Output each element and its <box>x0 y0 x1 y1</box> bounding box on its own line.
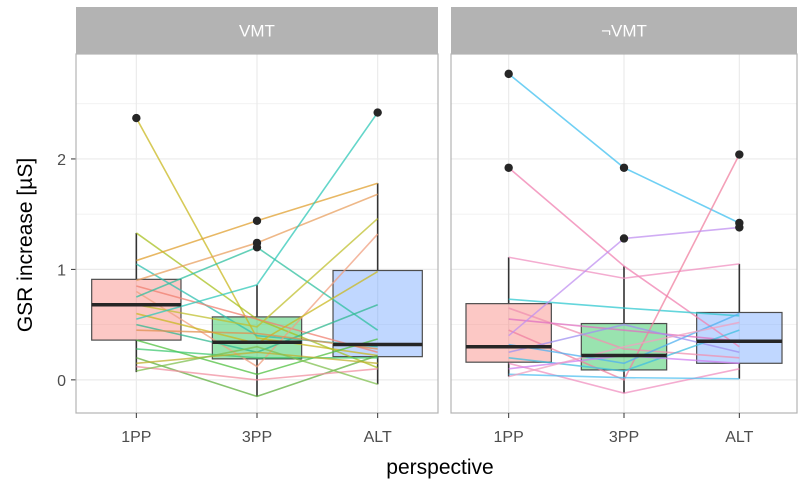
x-tick-label: ALT <box>364 429 392 446</box>
panel-strip <box>451 7 797 54</box>
x-tick-label: 1PP <box>494 429 524 446</box>
panel-vmt: VMT 1PP 3PP ALT <box>75 7 439 446</box>
subject-line <box>508 167 740 348</box>
x-tick-label: ALT <box>725 429 753 446</box>
outlier-point <box>504 163 513 172</box>
subject-line <box>135 117 378 357</box>
subject-line <box>136 112 379 320</box>
subject-line <box>136 351 378 365</box>
subject-line <box>508 362 740 394</box>
outlier-point <box>619 163 629 172</box>
x-tick-label: 3PP <box>242 429 272 446</box>
outlier-point <box>252 243 262 252</box>
outlier-point <box>619 234 629 243</box>
box-1pp <box>465 303 552 363</box>
subject-line <box>508 321 740 378</box>
outlier-point <box>252 216 262 225</box>
outlier-point <box>373 108 382 117</box>
box-alt <box>332 269 423 358</box>
subject-line <box>136 285 378 354</box>
outlier-point <box>132 113 141 123</box>
panel-strip-title: ¬VMT <box>601 22 647 41</box>
subject-line <box>508 307 740 359</box>
subject-line <box>508 318 740 342</box>
outlier-point <box>735 150 744 159</box>
panel-not-vmt: ¬VMT 1PP 3PP ALT <box>450 7 798 446</box>
subject-line <box>508 256 740 280</box>
subject-line <box>508 298 740 317</box>
subject-line <box>136 348 378 359</box>
x-tick-label: 3PP <box>609 429 639 446</box>
x-tick-label: 1PP <box>121 429 151 446</box>
outlier-point <box>504 69 513 79</box>
outlier-point <box>735 223 744 232</box>
y-tick-label: 1 <box>57 262 66 279</box>
y-axis-title: GSR increase [µS] <box>14 158 37 332</box>
subject-line <box>508 373 740 380</box>
y-tick-label: 2 <box>57 152 66 169</box>
subject-line <box>136 345 378 386</box>
subject-line <box>136 217 379 328</box>
subject-line <box>508 329 740 372</box>
subject-line <box>135 233 379 368</box>
panel-strip <box>76 7 438 54</box>
y-tick-label: 0 <box>57 373 66 390</box>
panel-strip-title: VMT <box>239 22 275 41</box>
x-axis-title: perspective <box>386 456 493 479</box>
